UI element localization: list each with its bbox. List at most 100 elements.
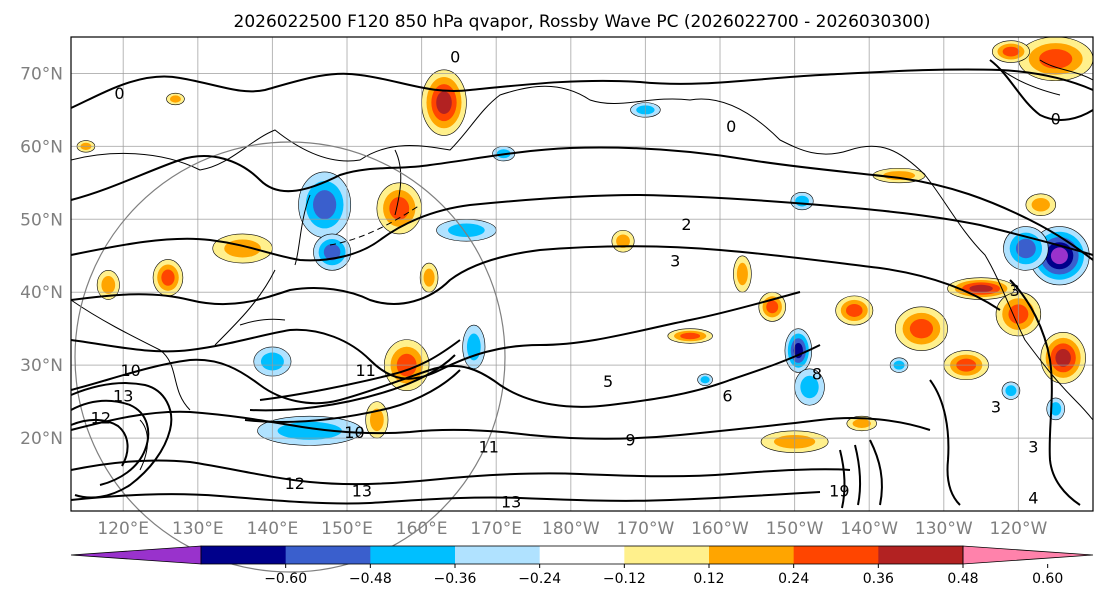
anomaly-shade (1031, 197, 1050, 212)
anomaly-shade (101, 275, 116, 294)
longitude-tick-labels: 120°E 130°E 140°E 150°E 160°E 170°E 180°W 170°W… (97, 519, 1047, 539)
contour-line (70, 459, 851, 486)
dry-anomaly (313, 233, 352, 271)
colorbar-tick-label: 0.24 (778, 571, 809, 587)
latitude-tick-label: 60°N (20, 137, 63, 157)
map-frame (70, 36, 1094, 512)
latitude-tick-label: 40°N (20, 283, 63, 303)
kamchatka-coast (394, 149, 402, 216)
colorbar-tick-label: −0.24 (518, 571, 561, 587)
contour-line (259, 339, 461, 401)
contour-line (929, 379, 961, 506)
contour-label: 12 (91, 408, 111, 427)
contour-label: 19 (829, 481, 849, 500)
moist-anomaly (421, 69, 467, 136)
colorbar-outline (200, 545, 964, 565)
anomaly-shade (700, 376, 710, 384)
longitude-tick-label: 130°E (172, 519, 224, 539)
contour-label: 0 (726, 117, 736, 136)
colorbar-tick-label: −0.60 (264, 571, 307, 587)
contour-label: 11 (355, 361, 375, 380)
moist-anomaly (991, 40, 1030, 63)
contour-line (869, 439, 883, 506)
longitude-tick-label: 170°E (470, 519, 522, 539)
anomaly-shade (448, 223, 485, 237)
anomaly-shade (436, 91, 452, 115)
dry-anomaly (1001, 381, 1021, 400)
contour-line (839, 449, 846, 509)
dry-anomaly (1003, 226, 1049, 271)
colorbar-tick-label: −0.12 (603, 571, 646, 587)
anomaly-shade (169, 95, 181, 103)
contour-label: 3 (991, 398, 1001, 417)
moist-anomaly (166, 92, 185, 106)
contour-label: 3 (1028, 438, 1038, 457)
colorbar-extend-max (962, 545, 1094, 565)
colorbar-bin (201, 546, 287, 564)
anomaly-shade (369, 408, 384, 432)
longitude-tick-label: 150°W (766, 519, 824, 539)
moist-anomaly (419, 262, 439, 293)
colorbar-tick-label: 0.12 (693, 571, 724, 587)
contour-line (244, 369, 461, 423)
contour-lines (70, 59, 1094, 509)
contour-label: 13 (501, 492, 521, 511)
anomaly-shade (1015, 238, 1036, 259)
longitude-tick-label: 140°E (247, 519, 299, 539)
colorbar-tick-label: −0.48 (349, 571, 392, 587)
longitude-tick-label: 160°W (691, 519, 749, 539)
anomaly-shade (909, 318, 934, 339)
colorbar-bin (709, 546, 795, 564)
anomaly-shade (1039, 49, 1073, 69)
contour-line (70, 146, 1094, 261)
map-background (71, 37, 1093, 511)
sakhalin-coast (294, 194, 311, 266)
latitude-tick-label: 70°N (20, 64, 63, 84)
dry-anomaly (697, 373, 713, 386)
contour-label: 12 (285, 474, 305, 493)
contour-line (70, 399, 150, 486)
anomaly-shade (852, 419, 871, 428)
contour-line (70, 291, 801, 380)
contour-label: 5 (603, 372, 613, 391)
longitude-tick-label: 120°E (97, 519, 149, 539)
colorbar-tick-label: 0.36 (863, 571, 894, 587)
longitude-tick-label: 170°W (617, 519, 675, 539)
contour-label: 13 (352, 481, 372, 500)
dry-anomaly (298, 171, 352, 238)
colorbar-tick-label: −0.36 (434, 571, 477, 587)
longitude-tick-label: 180°W (542, 519, 600, 539)
contour-line (989, 59, 1094, 121)
anomaly-shade (1050, 247, 1068, 265)
anomaly-shade (736, 262, 748, 286)
latitude-tick-label: 30°N (20, 356, 63, 376)
longitude-tick-label: 160°E (396, 519, 448, 539)
latitude-tick-label: 50°N (20, 210, 63, 230)
contour-line (249, 354, 456, 412)
contour-line (70, 344, 821, 408)
contour-label: 9 (625, 430, 635, 449)
moist-anomaly (611, 229, 635, 253)
contour-line (70, 193, 1094, 262)
colorbar-extend-min (70, 545, 202, 565)
dry-anomaly (794, 368, 825, 406)
moist-anomaly (733, 255, 752, 293)
contour-line (70, 68, 1094, 109)
colorbar-bin (370, 546, 456, 564)
anomaly-shade (680, 332, 701, 340)
contour-label: 0 (1051, 110, 1061, 129)
anomaly-shade (313, 190, 337, 220)
colorbar-bin (285, 546, 371, 564)
colorbar-bin (793, 546, 879, 564)
coastline-north (70, 85, 1094, 421)
contour-line (70, 491, 821, 505)
contour-label: 0 (450, 48, 460, 67)
latitude-tick-label: 20°N (20, 429, 63, 449)
contour-line (854, 444, 862, 506)
moist-anomaly (212, 233, 273, 264)
colorbar-bins (70, 545, 1094, 565)
moist-anomaly (1025, 193, 1057, 216)
